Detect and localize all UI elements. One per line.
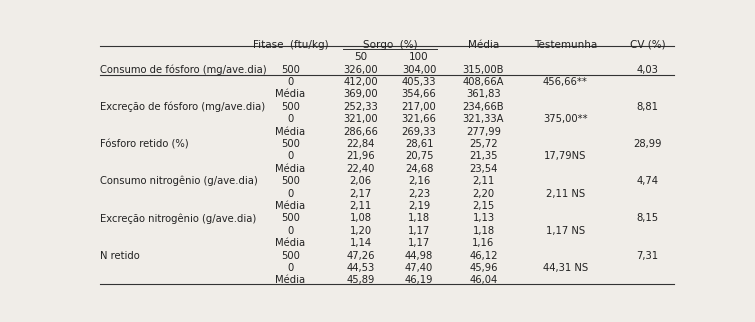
Text: 2,20: 2,20 xyxy=(473,189,495,199)
Text: 286,66: 286,66 xyxy=(344,127,378,137)
Text: 2,17: 2,17 xyxy=(350,189,371,199)
Text: 46,04: 46,04 xyxy=(470,275,498,285)
Text: 21,96: 21,96 xyxy=(347,151,375,161)
Text: Média: Média xyxy=(276,238,306,248)
Text: 500: 500 xyxy=(281,176,300,186)
Text: 1,18: 1,18 xyxy=(408,213,430,223)
Text: 2,11: 2,11 xyxy=(350,201,371,211)
Text: 0: 0 xyxy=(287,114,294,124)
Text: 2,11 NS: 2,11 NS xyxy=(546,189,585,199)
Text: Média: Média xyxy=(276,275,306,285)
Text: 2,15: 2,15 xyxy=(473,201,495,211)
Text: 321,00: 321,00 xyxy=(344,114,378,124)
Text: 277,99: 277,99 xyxy=(466,127,501,137)
Text: Excreção de fósforo (mg/ave.dia): Excreção de fósforo (mg/ave.dia) xyxy=(100,101,265,112)
Text: 354,66: 354,66 xyxy=(402,90,436,99)
Text: 500: 500 xyxy=(281,65,300,75)
Text: 1,16: 1,16 xyxy=(473,238,495,248)
Text: 2,19: 2,19 xyxy=(408,201,430,211)
Text: 28,61: 28,61 xyxy=(405,139,433,149)
Text: 46,12: 46,12 xyxy=(470,251,498,260)
Text: 217,00: 217,00 xyxy=(402,102,436,112)
Text: 361,83: 361,83 xyxy=(466,90,501,99)
Text: 1,08: 1,08 xyxy=(350,213,371,223)
Text: 405,33: 405,33 xyxy=(402,77,436,87)
Text: 22,40: 22,40 xyxy=(347,164,374,174)
Text: 0: 0 xyxy=(287,189,294,199)
Text: 326,00: 326,00 xyxy=(344,65,378,75)
Text: N retido: N retido xyxy=(100,251,140,260)
Text: 321,66: 321,66 xyxy=(402,114,436,124)
Text: Sorgo  (%): Sorgo (%) xyxy=(362,40,418,50)
Text: 315,00B: 315,00B xyxy=(463,65,504,75)
Text: 1,13: 1,13 xyxy=(473,213,495,223)
Text: 500: 500 xyxy=(281,102,300,112)
Text: Fósforo retido (%): Fósforo retido (%) xyxy=(100,139,189,149)
Text: 500: 500 xyxy=(281,139,300,149)
Text: 4,03: 4,03 xyxy=(636,65,658,75)
Text: CV (%): CV (%) xyxy=(630,40,665,50)
Text: 0: 0 xyxy=(287,77,294,87)
Text: Média: Média xyxy=(276,201,306,211)
Text: Média: Média xyxy=(276,127,306,137)
Text: 1,17: 1,17 xyxy=(408,238,430,248)
Text: 1,14: 1,14 xyxy=(350,238,371,248)
Text: Excreção nitrogênio (g/ave.dia): Excreção nitrogênio (g/ave.dia) xyxy=(100,213,257,224)
Text: 1,17 NS: 1,17 NS xyxy=(546,226,585,236)
Text: 304,00: 304,00 xyxy=(402,65,436,75)
Text: 7,31: 7,31 xyxy=(636,251,658,260)
Text: 47,40: 47,40 xyxy=(405,263,433,273)
Text: 22,84: 22,84 xyxy=(347,139,374,149)
Text: 500: 500 xyxy=(281,213,300,223)
Text: 1,17: 1,17 xyxy=(408,226,430,236)
Text: 500: 500 xyxy=(281,251,300,260)
Text: Consumo de fósforo (mg/ave.dia): Consumo de fósforo (mg/ave.dia) xyxy=(100,64,267,75)
Text: 412,00: 412,00 xyxy=(344,77,378,87)
Text: 24,68: 24,68 xyxy=(405,164,433,174)
Text: 23,54: 23,54 xyxy=(470,164,498,174)
Text: 0: 0 xyxy=(287,151,294,161)
Text: 28,99: 28,99 xyxy=(633,139,661,149)
Text: 50: 50 xyxy=(354,52,367,62)
Text: 408,66A: 408,66A xyxy=(463,77,504,87)
Text: 25,72: 25,72 xyxy=(469,139,498,149)
Text: 44,31 NS: 44,31 NS xyxy=(543,263,588,273)
Text: 45,96: 45,96 xyxy=(470,263,498,273)
Text: 0: 0 xyxy=(287,226,294,236)
Text: 44,98: 44,98 xyxy=(405,251,433,260)
Text: 321,33A: 321,33A xyxy=(463,114,504,124)
Text: 100: 100 xyxy=(409,52,429,62)
Text: 1,20: 1,20 xyxy=(350,226,371,236)
Text: Fitase  (ftu/kg): Fitase (ftu/kg) xyxy=(253,40,328,50)
Text: 44,53: 44,53 xyxy=(347,263,374,273)
Text: 2,06: 2,06 xyxy=(350,176,371,186)
Text: 17,79NS: 17,79NS xyxy=(544,151,587,161)
Text: 1,18: 1,18 xyxy=(473,226,495,236)
Text: 47,26: 47,26 xyxy=(347,251,374,260)
Text: 8,81: 8,81 xyxy=(636,102,658,112)
Text: 2,16: 2,16 xyxy=(408,176,430,186)
Text: Média: Média xyxy=(276,164,306,174)
Text: 20,75: 20,75 xyxy=(405,151,433,161)
Text: Testemunha: Testemunha xyxy=(534,40,597,50)
Text: 252,33: 252,33 xyxy=(344,102,378,112)
Text: 46,19: 46,19 xyxy=(405,275,433,285)
Text: Média: Média xyxy=(468,40,499,50)
Text: 269,33: 269,33 xyxy=(402,127,436,137)
Text: 375,00**: 375,00** xyxy=(543,114,587,124)
Text: 8,15: 8,15 xyxy=(636,213,658,223)
Text: 21,35: 21,35 xyxy=(470,151,498,161)
Text: 234,66B: 234,66B xyxy=(463,102,504,112)
Text: Média: Média xyxy=(276,90,306,99)
Text: 4,74: 4,74 xyxy=(636,176,658,186)
Text: 45,89: 45,89 xyxy=(347,275,374,285)
Text: 369,00: 369,00 xyxy=(344,90,378,99)
Text: 2,11: 2,11 xyxy=(473,176,495,186)
Text: 456,66**: 456,66** xyxy=(543,77,588,87)
Text: 0: 0 xyxy=(287,263,294,273)
Text: Consumo nitrogênio (g/ave.dia): Consumo nitrogênio (g/ave.dia) xyxy=(100,176,258,186)
Text: 2,23: 2,23 xyxy=(408,189,430,199)
